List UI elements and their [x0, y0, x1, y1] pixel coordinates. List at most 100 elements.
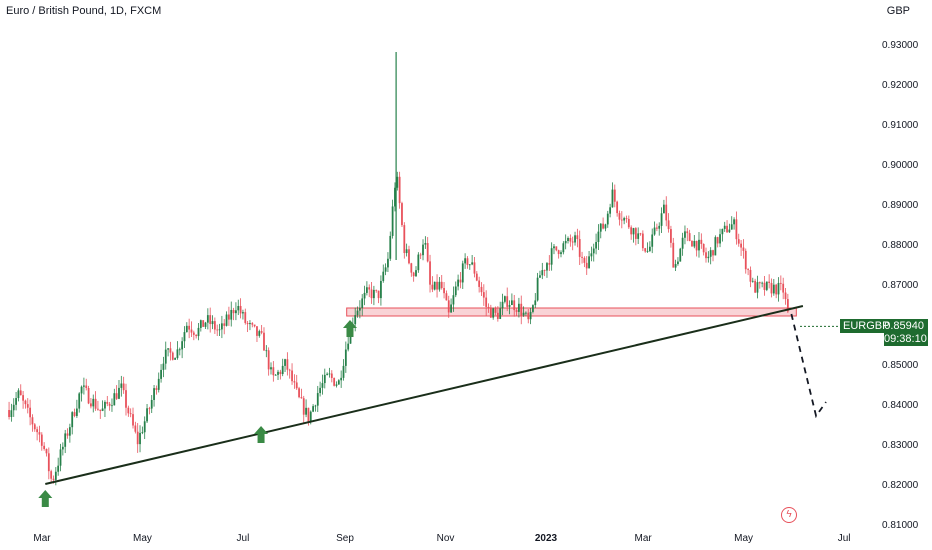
- candle-body: [40, 434, 43, 446]
- candle-body: [17, 390, 20, 399]
- candle-body: [410, 263, 413, 273]
- y-tick-label: 0.81000: [882, 520, 919, 531]
- flash-icon[interactable]: ϟ: [781, 507, 797, 523]
- ascending-trendline: [45, 305, 804, 485]
- countdown-value: 09:38:10: [884, 333, 927, 345]
- candle-body: [185, 325, 188, 333]
- candle-body: [782, 283, 785, 293]
- candle-body: [742, 247, 745, 251]
- candle-body: [291, 370, 293, 382]
- y-tick-label: 0.89000: [882, 200, 919, 211]
- x-tick-label: May: [133, 533, 152, 544]
- candle-body: [377, 290, 380, 299]
- candle-body: [204, 322, 207, 327]
- candle-body: [408, 249, 410, 264]
- candle-body: [679, 248, 682, 262]
- candle-body: [574, 235, 576, 243]
- candle-body: [50, 471, 53, 479]
- candle-body: [457, 279, 459, 287]
- candle-body: [583, 257, 586, 263]
- support-zone-rect[interactable]: [346, 307, 797, 317]
- candle-body: [723, 225, 726, 229]
- candle-body: [251, 323, 254, 325]
- green-up-arrow-icon: [38, 490, 53, 507]
- candle-body: [80, 386, 83, 394]
- candle-body: [751, 280, 754, 282]
- candle-body: [473, 262, 476, 274]
- candle-body: [768, 281, 771, 283]
- candle-body: [19, 390, 22, 396]
- currency-label: GBP: [886, 5, 910, 17]
- candle-body: [438, 281, 441, 290]
- candle-body: [85, 385, 88, 389]
- candle-body: [468, 264, 471, 266]
- candle-body: [94, 398, 97, 409]
- candle-body: [412, 272, 415, 277]
- candle-body: [197, 327, 200, 337]
- candle-body: [576, 235, 579, 240]
- candle-body: [270, 367, 272, 370]
- candle-body: [758, 282, 761, 284]
- candle-body: [284, 359, 286, 366]
- candle-body: [653, 227, 656, 235]
- candle-body: [99, 409, 102, 411]
- candle-body: [733, 219, 735, 225]
- candle-body: [461, 263, 464, 283]
- candle-body: [609, 207, 612, 214]
- candle-body: [249, 323, 251, 325]
- candle-body: [525, 312, 527, 314]
- y-tick-label: 0.82000: [882, 480, 919, 491]
- candle-body: [167, 348, 169, 350]
- candle-body: [415, 270, 417, 277]
- candle-body: [775, 284, 778, 295]
- candle-body: [770, 282, 773, 294]
- candle-body: [518, 303, 520, 312]
- candle-body: [328, 373, 331, 375]
- candle-body: [553, 246, 555, 249]
- candle-body: [113, 393, 116, 406]
- candle-body: [637, 233, 640, 239]
- candle-body: [300, 397, 303, 399]
- candle-body: [726, 225, 728, 233]
- candle-body: [482, 292, 485, 298]
- candle-body: [522, 312, 525, 316]
- candle-body: [258, 331, 261, 336]
- candle-body: [532, 305, 534, 312]
- candle-body: [213, 321, 216, 330]
- candle-body: [52, 478, 55, 480]
- candle-body: [127, 407, 130, 414]
- candle-body: [616, 201, 619, 214]
- forecast-dashed-line[interactable]: [790, 313, 827, 419]
- candle-body: [330, 373, 333, 378]
- candle-body: [176, 349, 179, 359]
- candle-body: [45, 448, 48, 454]
- candle-body: [66, 433, 69, 436]
- candle-body: [772, 284, 775, 294]
- candle-body: [597, 231, 600, 243]
- trendline[interactable]: [45, 305, 804, 485]
- price-axis[interactable]: 0.93000 0.92000 0.91000 0.90000 0.89000 0.880…: [882, 40, 919, 531]
- candle-body: [630, 227, 633, 235]
- candle-body: [33, 424, 36, 430]
- candle-body: [326, 373, 329, 375]
- price-tag-value: 0.85940: [884, 320, 924, 332]
- candle-body: [302, 398, 305, 415]
- candle-body: [295, 382, 298, 389]
- candle-body: [272, 367, 275, 376]
- symbol-title[interactable]: Euro / British Pound, 1D, FXCM: [6, 5, 162, 17]
- candle-body: [150, 399, 153, 409]
- candle-body: [447, 300, 450, 313]
- candle-body: [148, 408, 151, 410]
- candle-body: [590, 253, 593, 257]
- time-axis[interactable]: Mar May Jul Sep Nov 2023 Mar May Jul: [33, 533, 850, 544]
- candle-body: [319, 387, 322, 394]
- candle-body: [422, 244, 424, 256]
- support-arrows: [38, 320, 357, 507]
- candle-body: [405, 249, 408, 254]
- candle-body: [54, 471, 57, 480]
- y-tick-label: 0.88000: [882, 240, 919, 251]
- candle-body: [354, 315, 357, 325]
- candle-body: [375, 289, 378, 291]
- candle-body: [419, 254, 422, 256]
